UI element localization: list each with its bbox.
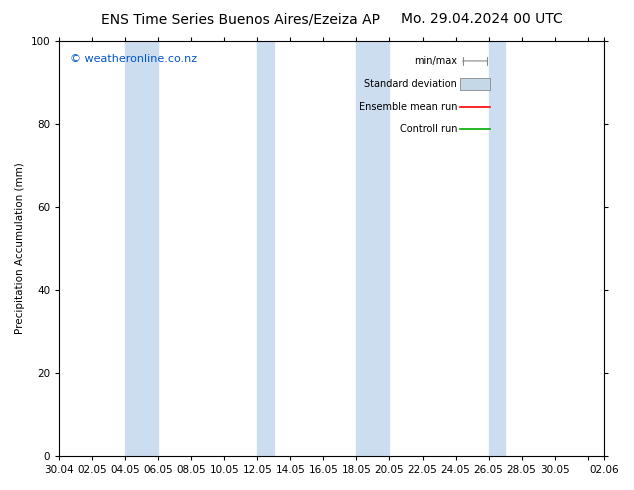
FancyBboxPatch shape	[460, 77, 489, 90]
Text: Controll run: Controll run	[399, 124, 457, 134]
Bar	[356, 41, 389, 456]
Text: Ensemble mean run: Ensemble mean run	[359, 101, 457, 112]
Text: Mo. 29.04.2024 00 UTC: Mo. 29.04.2024 00 UTC	[401, 12, 563, 26]
Text: © weatheronline.co.nz: © weatheronline.co.nz	[70, 54, 197, 64]
Text: min/max: min/max	[414, 56, 457, 66]
Text: ENS Time Series Buenos Aires/Ezeiza AP: ENS Time Series Buenos Aires/Ezeiza AP	[101, 12, 380, 26]
Bar	[604, 41, 621, 456]
Bar	[489, 41, 505, 456]
Bar	[126, 41, 158, 456]
Bar	[257, 41, 274, 456]
Y-axis label: Precipitation Accumulation (mm): Precipitation Accumulation (mm)	[15, 163, 25, 335]
Text: Standard deviation: Standard deviation	[364, 79, 457, 89]
